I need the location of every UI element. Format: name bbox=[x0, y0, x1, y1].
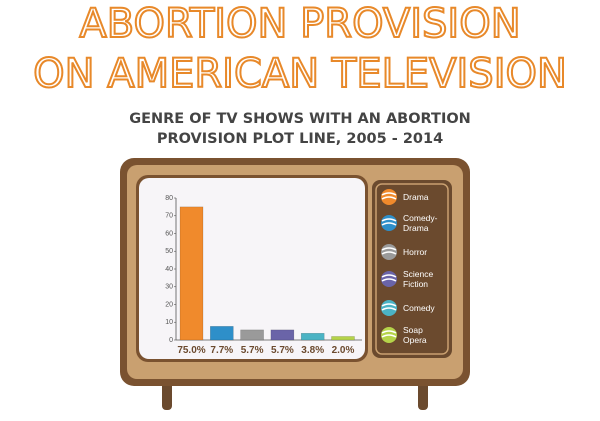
y-tick-label: 70 bbox=[165, 213, 173, 220]
chart-subtitle: GENRE OF TV SHOWS WITH AN ABORTION bbox=[129, 111, 471, 127]
value-label: 7.7% bbox=[210, 345, 233, 356]
legend-item: Comedy-Drama bbox=[380, 210, 443, 236]
legend-item: Horror bbox=[380, 239, 443, 265]
legend-swatch bbox=[381, 215, 397, 231]
swatch-stripe bbox=[381, 330, 397, 338]
y-tick-label: 20 bbox=[165, 301, 173, 308]
bar bbox=[240, 329, 264, 341]
bar bbox=[331, 336, 355, 341]
legend-swatch bbox=[381, 244, 397, 260]
legend-label: Comedy-Drama bbox=[403, 213, 438, 233]
chart-title: ABORTION PROVISION bbox=[79, 1, 520, 47]
swatch-stripe bbox=[381, 274, 397, 282]
y-tick-label: 10 bbox=[165, 319, 173, 326]
y-tick-label: 60 bbox=[165, 230, 173, 237]
y-tick-label: 50 bbox=[165, 248, 173, 255]
value-label: 2.0% bbox=[332, 345, 355, 356]
swatch-stripe bbox=[381, 247, 397, 255]
legend-item: Drama bbox=[380, 184, 443, 210]
legend-label: Horror bbox=[403, 247, 428, 257]
y-tick-label: 80 bbox=[165, 195, 173, 202]
legend-label: Soap Opera bbox=[403, 325, 427, 345]
swatch-stripe bbox=[381, 218, 397, 226]
value-label: 75.0% bbox=[177, 345, 205, 356]
legend-swatch bbox=[381, 327, 397, 343]
value-label: 5.7% bbox=[271, 345, 294, 356]
y-tick-label: 0 bbox=[169, 337, 173, 344]
legend-label: Comedy bbox=[403, 303, 435, 313]
chart-subtitle: PROVISION PLOT LINE, 2005 - 2014 bbox=[157, 131, 443, 147]
value-label: 5.7% bbox=[241, 345, 264, 356]
legend-label: Science Fiction bbox=[403, 269, 434, 289]
bar bbox=[270, 329, 295, 341]
legend-swatch bbox=[381, 300, 397, 316]
legend-swatch bbox=[381, 271, 397, 287]
chart-title: ON AMERICAN TELEVISION bbox=[33, 51, 567, 97]
swatch-stripe bbox=[381, 303, 397, 311]
y-tick-label: 40 bbox=[165, 266, 173, 273]
legend-label: Drama bbox=[403, 192, 429, 202]
bar bbox=[210, 326, 234, 341]
y-tick-label: 30 bbox=[165, 284, 173, 291]
legend-item: Science Fiction bbox=[380, 266, 443, 292]
legend-item: Soap Opera bbox=[380, 322, 443, 348]
bar bbox=[179, 206, 204, 341]
swatch-stripe bbox=[381, 192, 397, 200]
panel-border bbox=[375, 183, 449, 355]
legend-swatch bbox=[381, 189, 397, 205]
value-label: 3.8% bbox=[301, 345, 324, 356]
bar bbox=[300, 333, 325, 341]
legend-item: Comedy bbox=[380, 295, 443, 321]
